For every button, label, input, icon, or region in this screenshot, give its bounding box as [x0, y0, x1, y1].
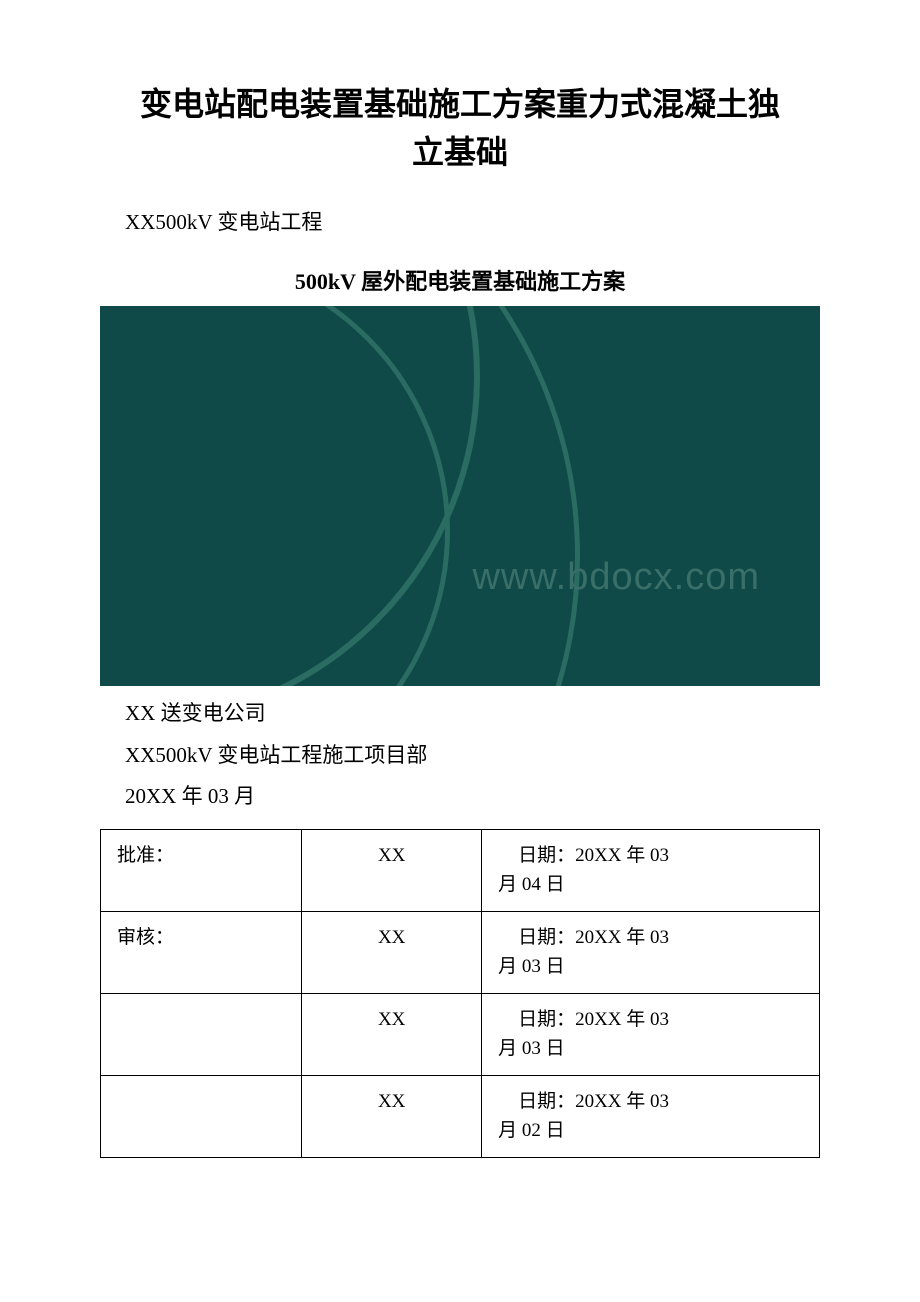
role-cell: 审核：	[101, 912, 302, 994]
role-cell	[101, 994, 302, 1076]
date-line2: 月 03 日	[498, 1038, 565, 1059]
name-cell: XX	[302, 830, 482, 912]
title-line1: 变电站配电装置基础施工方案重力式混凝土独	[140, 86, 780, 122]
name-cell: XX	[302, 912, 482, 994]
table-row: XX 日期：20XX 年 03 月 02 日	[101, 1076, 820, 1158]
date-cell: 日期：20XX 年 03 月 03 日	[482, 994, 820, 1076]
date-line2: 月 03 日	[498, 956, 565, 977]
decorative-banner: www.bdocx.com	[100, 306, 820, 686]
project-department: XX500kV 变电站工程施工项目部	[125, 738, 820, 774]
project-name: XX500kV 变电站工程	[125, 206, 820, 236]
approval-table: 批准： XX 日期：20XX 年 03 月 04 日 审核： XX 日期：20X…	[100, 829, 820, 1158]
company-name: XX 送变电公司	[125, 696, 820, 732]
date-line1: 日期：20XX 年 03	[498, 1088, 669, 1117]
date-cell: 日期：20XX 年 03 月 04 日	[482, 830, 820, 912]
date-line1: 日期：20XX 年 03	[498, 842, 669, 871]
table-row: XX 日期：20XX 年 03 月 03 日	[101, 994, 820, 1076]
name-cell: XX	[302, 1076, 482, 1158]
date-line1: 日期：20XX 年 03	[498, 924, 669, 953]
watermark-text: www.bdocx.com	[472, 556, 760, 599]
title-line2: 立基础	[412, 134, 508, 170]
section-heading: 500kV 屋外配电装置基础施工方案	[100, 264, 820, 296]
name-cell: XX	[302, 994, 482, 1076]
role-cell	[101, 1076, 302, 1158]
document-date: 20XX 年 03 月	[125, 779, 820, 815]
date-cell: 日期：20XX 年 03 月 02 日	[482, 1076, 820, 1158]
date-line1: 日期：20XX 年 03	[498, 1006, 669, 1035]
table-row: 审核： XX 日期：20XX 年 03 月 03 日	[101, 912, 820, 994]
date-line2: 月 04 日	[498, 874, 565, 895]
table-row: 批准： XX 日期：20XX 年 03 月 04 日	[101, 830, 820, 912]
document-main-title: 变电站配电装置基础施工方案重力式混凝土独 立基础	[100, 80, 820, 176]
role-cell: 批准：	[101, 830, 302, 912]
date-line2: 月 02 日	[498, 1120, 565, 1141]
date-cell: 日期：20XX 年 03 月 03 日	[482, 912, 820, 994]
